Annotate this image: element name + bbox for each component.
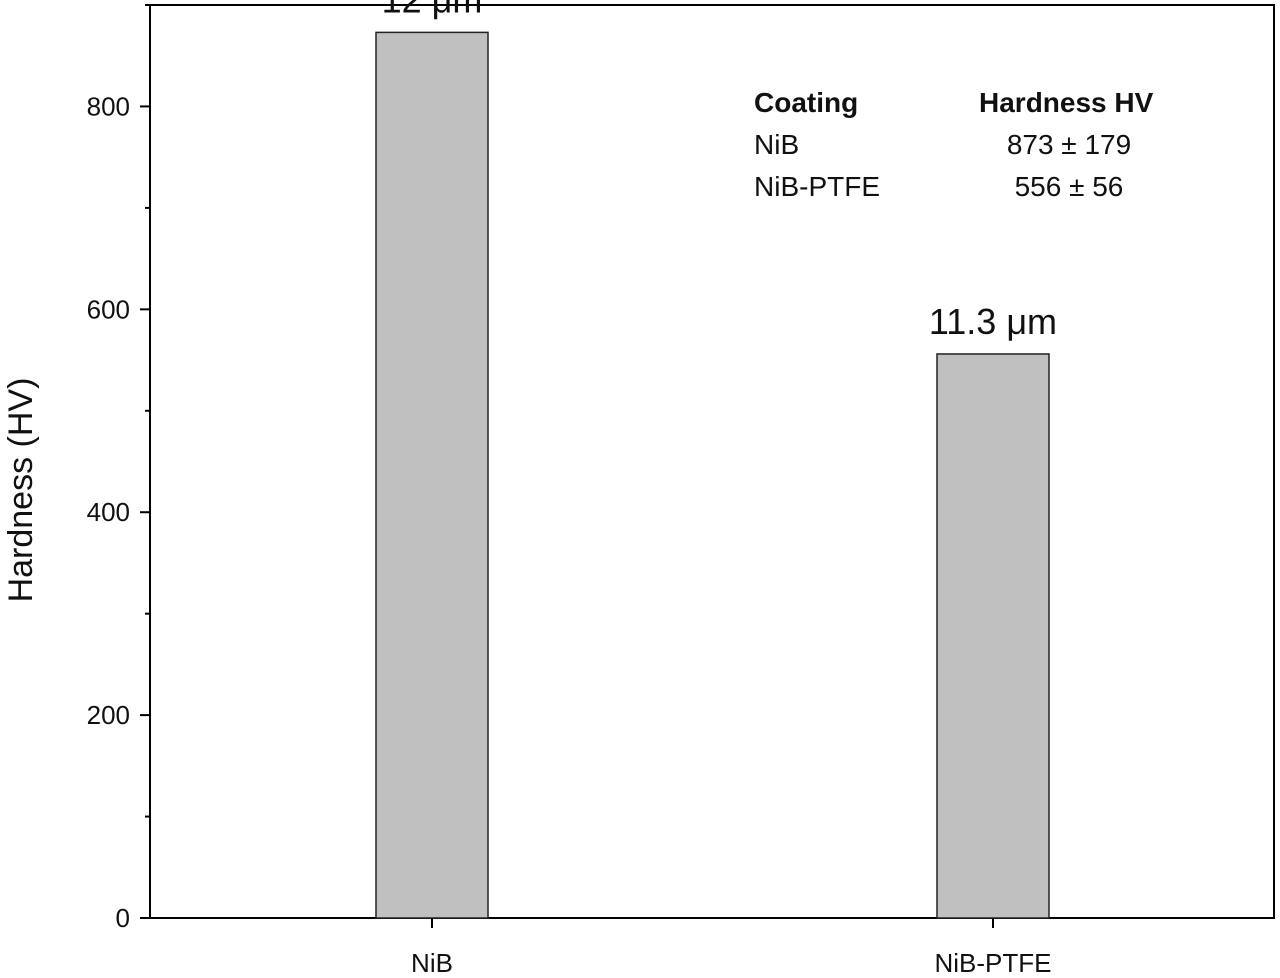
bar xyxy=(936,353,1050,919)
bar-data-label: 11.3 μm xyxy=(929,301,1057,342)
table-cell-coating: NiB-PTFE xyxy=(754,171,880,202)
plot-frame xyxy=(149,4,1275,919)
table-cell-coating: NiB xyxy=(754,129,799,160)
table-cell-hardness: 873 ± 179 xyxy=(1007,129,1131,160)
x-axis: NiB NiB-PTFE xyxy=(411,918,1052,978)
y-tick-label: 600 xyxy=(87,294,130,324)
inset-table: Coating Hardness HV NiB 873 ± 179 NiB-PTFE 55… xyxy=(754,87,1154,202)
x-category-label: NiB-PTFE xyxy=(935,948,1052,978)
x-category-label: NiB xyxy=(411,948,453,978)
y-tick-label: 200 xyxy=(87,700,130,730)
table-cell-hardness: 556 ± 56 xyxy=(1015,171,1124,202)
bar xyxy=(375,31,489,919)
bar-data-label: 12 μm xyxy=(382,0,483,20)
y-tick-label: 400 xyxy=(87,497,130,527)
y-axis: 0 200 400 600 800 xyxy=(87,4,150,933)
y-tick-label: 0 xyxy=(116,903,130,933)
y-tick-label: 800 xyxy=(87,91,130,121)
bars: 12 μm 11.3 μm xyxy=(375,0,1057,919)
table-header-coating: Coating xyxy=(754,87,858,118)
y-axis-title: Hardness (HV) xyxy=(2,378,40,603)
table-header-hardness: Hardness HV xyxy=(979,87,1154,118)
